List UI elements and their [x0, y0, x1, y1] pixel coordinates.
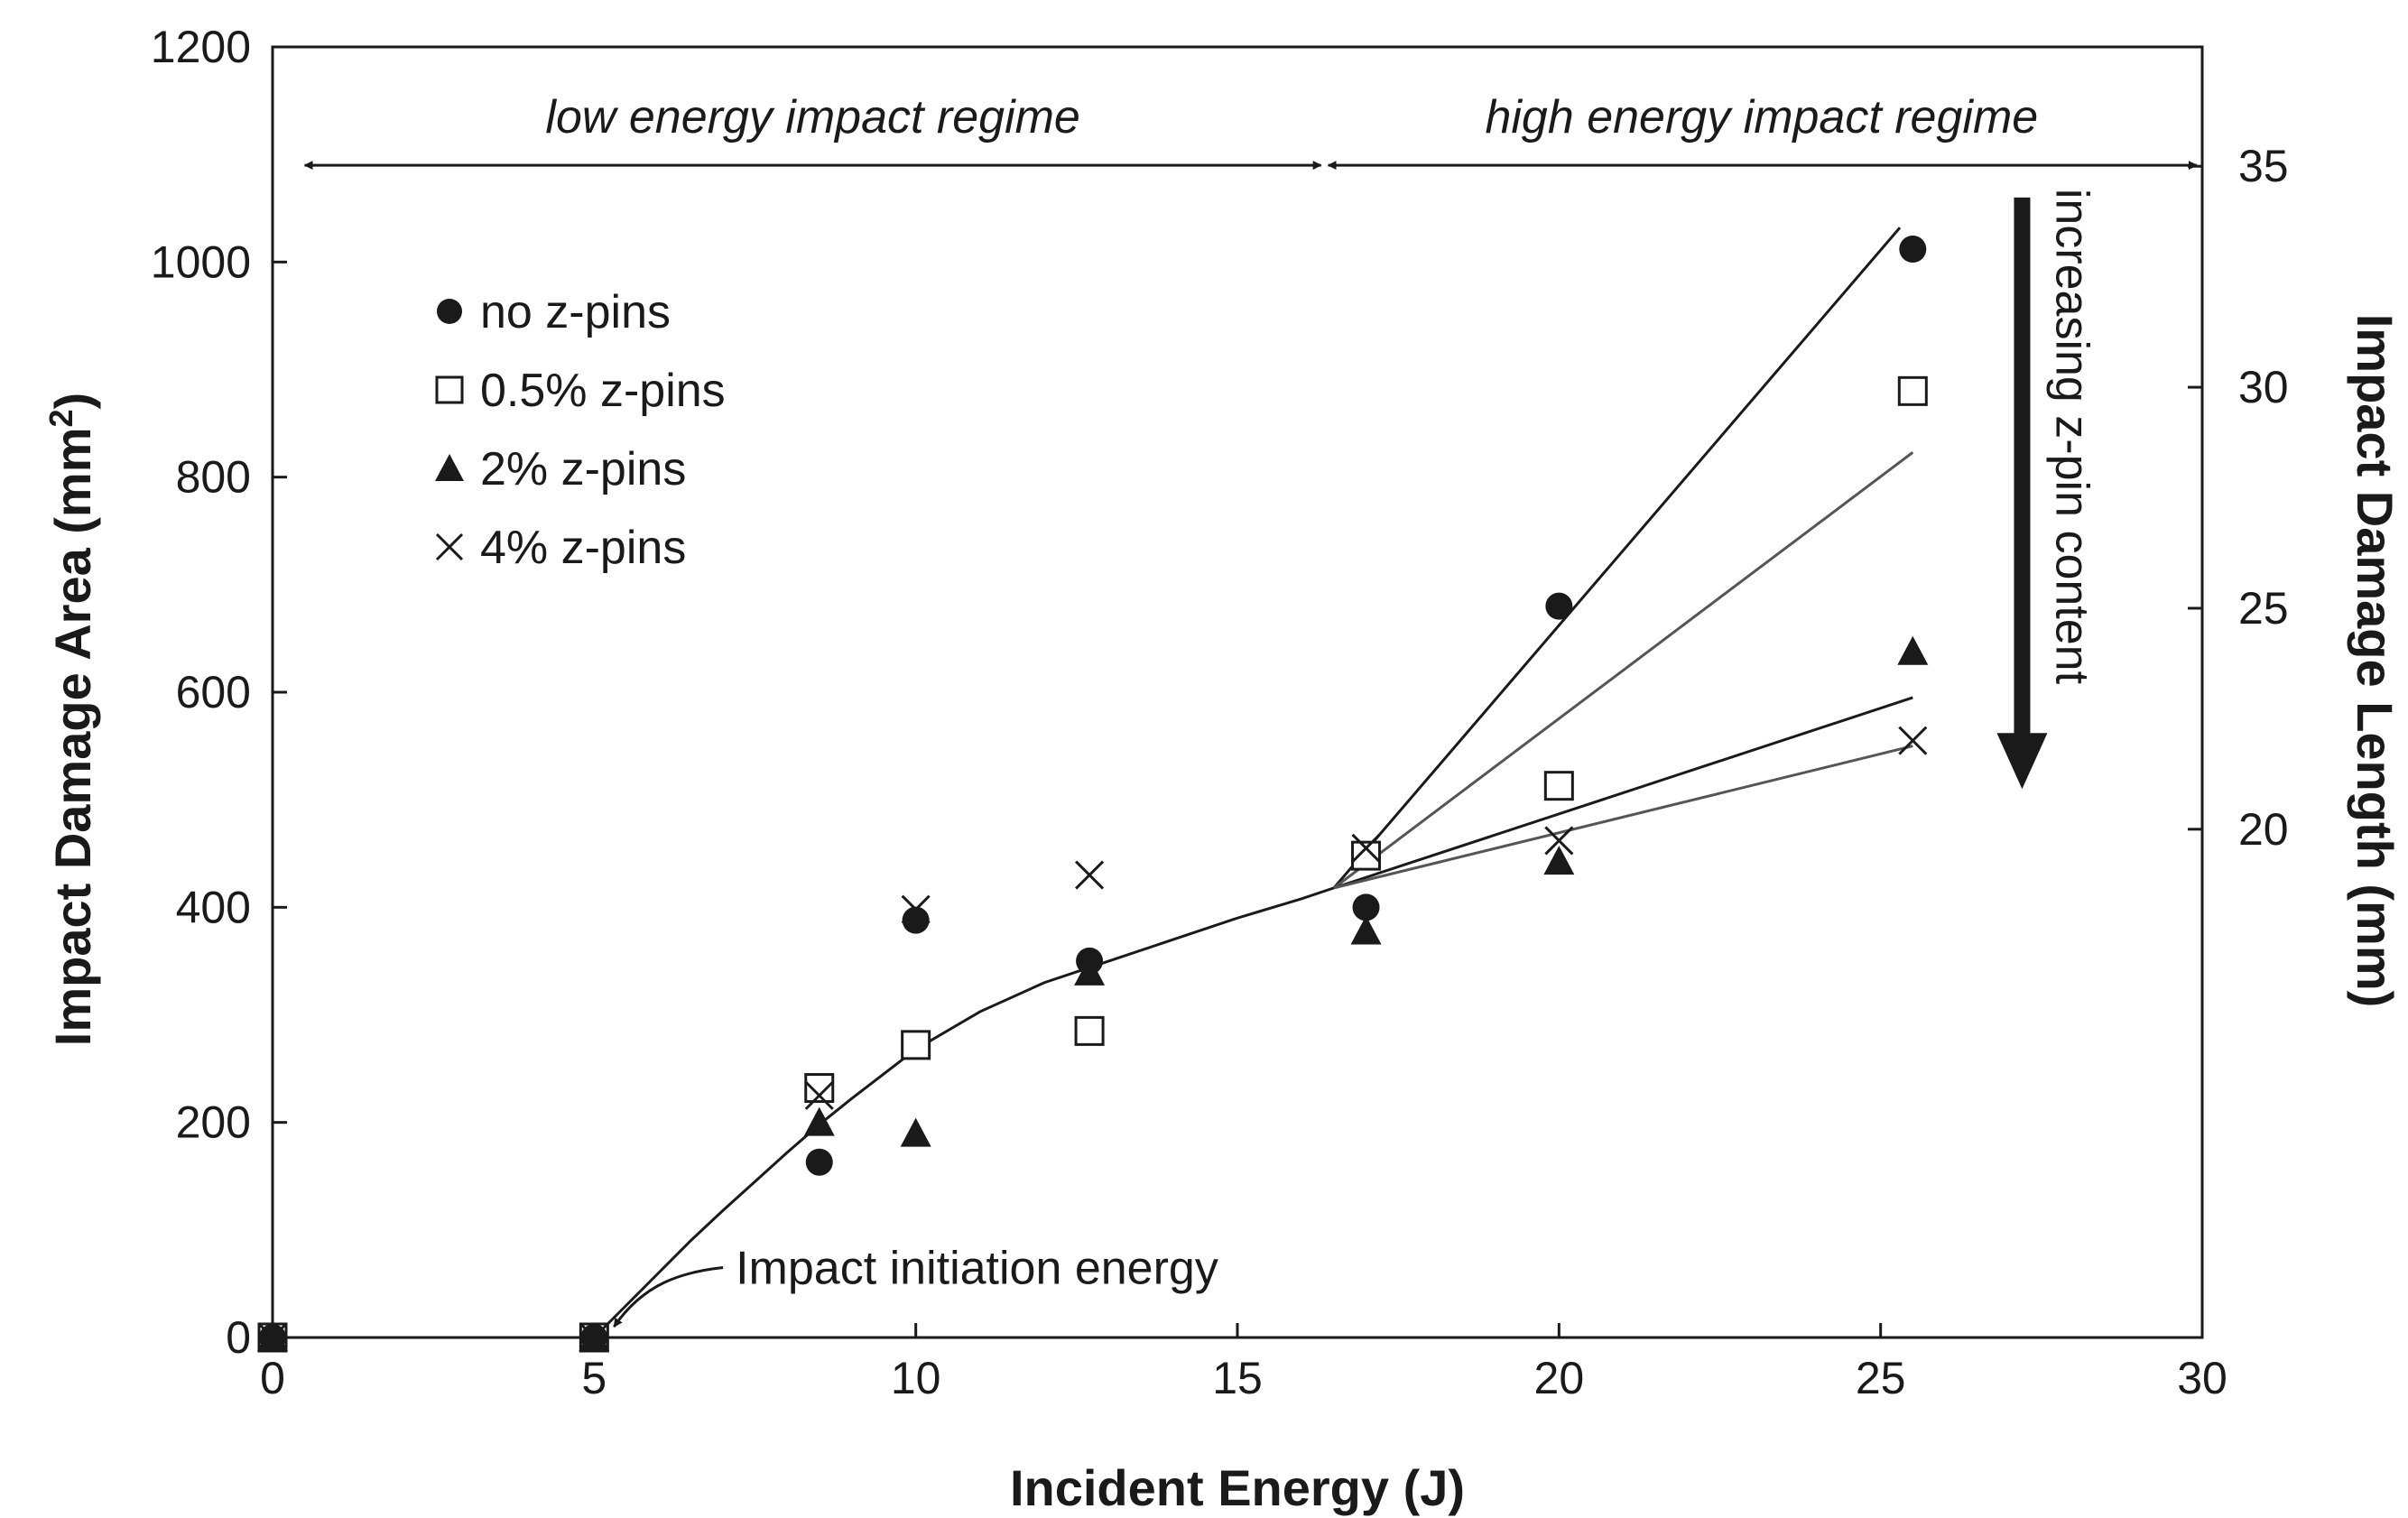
initiation-label: Impact initiation energy [736, 1243, 1218, 1295]
annotations-layer: low energy impact regime high energy impa… [303, 91, 2198, 1328]
point-square [1074, 1015, 1105, 1046]
point-triangle [1897, 635, 1929, 665]
y-axis-title: Impact Damage Area (mm2) [42, 393, 102, 1046]
x-tick-label: 0 [260, 1353, 285, 1403]
point-cross-stroke [804, 1080, 834, 1110]
legend-label: no z-pins [480, 286, 671, 338]
x-tick-label: 30 [2177, 1353, 2227, 1403]
y-tick-label: 400 [176, 882, 251, 932]
point-cross [1351, 833, 1381, 863]
y-tick-label: 600 [176, 667, 251, 717]
point-cross [257, 1322, 288, 1353]
legend-label: 2% z-pins [480, 443, 686, 495]
y-tick-label: 0 [226, 1312, 251, 1363]
point-cross [1544, 826, 1574, 856]
y-tick-label: 1000 [151, 236, 251, 287]
x-tick-label: 25 [1856, 1353, 1906, 1403]
point-circle [1899, 236, 1927, 264]
legend-label: 4% z-pins [480, 522, 686, 574]
point-square [901, 1030, 931, 1060]
y2-tick-label: 30 [2238, 362, 2289, 412]
point-cross [901, 894, 931, 924]
y-tick-label: 200 [176, 1097, 251, 1148]
point-cross-stroke [901, 894, 931, 924]
point-cross-stroke [1544, 826, 1574, 856]
point-square [1897, 375, 1928, 406]
x-tick-label: 15 [1212, 1353, 1263, 1403]
point-cross [1075, 860, 1105, 890]
y2-axis-title: Impact Damage Length (mm) [2347, 314, 2403, 1008]
point-triangle [1074, 956, 1106, 986]
z-pin-arrow-shaft [2014, 197, 2031, 736]
point-cross [1898, 726, 1928, 755]
x-axis-title: Incident Energy (J) [1010, 1459, 1465, 1516]
point-circle [805, 1148, 833, 1176]
y-tick-label: 800 [176, 452, 251, 503]
y-axis-title-superscript: 2 [42, 409, 79, 427]
z-pin-arrow-label: increasing z-pin content [2045, 189, 2098, 685]
point-square [804, 1073, 835, 1104]
x-tick-label: 20 [1534, 1353, 1585, 1403]
points-layer [257, 236, 1929, 1353]
y2-tick-label: 25 [2238, 583, 2289, 634]
point-cross-stroke [579, 1322, 609, 1353]
trend-line [1332, 227, 1902, 889]
trend-line [1332, 451, 1914, 890]
y-tick-label: 1200 [151, 22, 251, 72]
lines-layer [593, 227, 1914, 1339]
initiation-arrow [613, 1266, 724, 1328]
point-cross [804, 1080, 834, 1110]
legend-marker-circle [437, 299, 462, 324]
trend-line [1333, 745, 1913, 890]
legend-label: 0.5% z-pins [480, 365, 726, 417]
point-square [1543, 771, 1574, 801]
x-tick-label: 5 [581, 1353, 607, 1403]
point-circle [1545, 592, 1573, 620]
point-cross-stroke [1898, 726, 1928, 755]
point-triangle [900, 1117, 931, 1147]
point-cross [579, 1322, 609, 1353]
low-regime-label: low energy impact regime [545, 91, 1079, 143]
y-axis-title-close: ) [44, 393, 101, 410]
z-pin-arrow-head [1996, 733, 2048, 790]
point-triangle [1543, 846, 1575, 875]
fit-curve [593, 886, 1335, 1339]
x-tick-label: 10 [891, 1353, 941, 1403]
legend-marker-triangle [435, 454, 464, 481]
point-triangle [803, 1106, 835, 1136]
legend-marker-square [435, 375, 464, 404]
y2-tick-label: 35 [2238, 141, 2289, 191]
point-cross-stroke [1351, 833, 1381, 863]
y-axis-title-main: Impact Damage Area (mm [44, 427, 101, 1046]
legend: no z-pins 0.5% z-pins 2% z-pins 4% z-pins [435, 286, 726, 574]
high-regime-label: high energy impact regime [1485, 91, 2038, 143]
point-triangle [1350, 915, 1382, 945]
point-cross-stroke [257, 1322, 288, 1353]
point-circle [1352, 893, 1380, 921]
y2-tick-label: 20 [2238, 804, 2289, 855]
trend-line [1333, 696, 1913, 890]
point-cross-stroke [1075, 860, 1105, 890]
legend-marker-cross-stroke [435, 532, 464, 561]
point-square [1351, 840, 1382, 871]
ticks-layer: 0 5 10 15 20 25 30 0 200 400 600 800 1000 1200 20 25 30 3… [151, 22, 2289, 1403]
point-circle [902, 906, 930, 934]
legend-marker-cross [435, 532, 464, 561]
